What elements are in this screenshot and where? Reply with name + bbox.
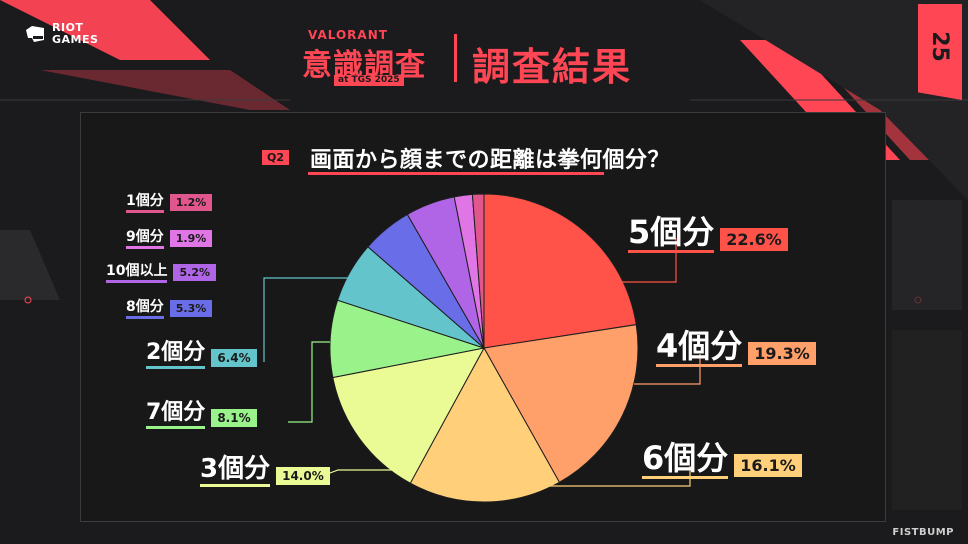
pie-slice-3 — [409, 346, 561, 503]
slice-value-4: 14.0% — [276, 467, 330, 485]
slice-label-4: 3個分 14.0% — [200, 454, 330, 487]
slice-label-9: 9個分 1.9% — [126, 228, 213, 249]
logo-line2: GAMES — [52, 33, 99, 46]
leader-line-3 — [528, 466, 691, 487]
result-title: 調査結果 — [472, 45, 633, 89]
slice-name-1: 5個分 — [628, 213, 715, 253]
slice-label-8: 10個以上 5.2% — [106, 262, 216, 283]
question-tag: Q2 — [262, 150, 290, 165]
slice-label-3: 6個分 16.1% — [642, 440, 802, 479]
pie-slice-10 — [471, 193, 485, 349]
slice-value-9: 1.9% — [169, 230, 213, 247]
leader-line-6 — [263, 277, 348, 362]
logo-line1: RIOT — [52, 21, 84, 34]
event-title-sub: at TGS 2025 — [334, 75, 404, 86]
riot-games-logo: RIOT GAMES — [24, 22, 98, 46]
slice-name-3: 6個分 — [642, 439, 729, 479]
slice-name-10: 1個分 — [126, 192, 164, 213]
slice-name-9: 9個分 — [126, 228, 164, 249]
slice-label-1: 5個分 22.6% — [628, 214, 788, 253]
fistbump-brand: FISTBUMP — [892, 527, 954, 538]
slice-value-3: 16.1% — [734, 454, 802, 477]
slice-value-6: 6.4% — [211, 349, 257, 367]
question-text: 画面から顔までの距離は拳何個分？ — [310, 148, 671, 173]
event-title-small: VALORANT — [308, 28, 388, 42]
pie-slice-1 — [483, 193, 637, 349]
title-divider — [454, 34, 457, 82]
slice-label-2: 4個分 19.3% — [656, 328, 816, 367]
slice-value-5: 8.1% — [211, 409, 257, 427]
leader-line-5 — [288, 341, 330, 423]
header-title: VALORANT 意識調査 at TGS 2025 調査結果 — [302, 28, 682, 89]
slice-value-1: 22.6% — [720, 228, 788, 251]
pie-slice-2 — [483, 324, 639, 483]
corner-badge: 25 — [918, 4, 962, 100]
slice-label-7: 8個分 5.3% — [126, 298, 213, 319]
slice-label-5: 7個分 8.1% — [146, 400, 257, 429]
slice-name-2: 4個分 — [656, 327, 743, 367]
slice-name-4: 3個分 — [200, 454, 271, 487]
riot-fist-icon — [26, 26, 44, 42]
slice-name-7: 8個分 — [126, 298, 164, 319]
slice-name-6: 2個分 — [146, 340, 206, 369]
slice-label-10: 1個分 1.2% — [126, 192, 213, 213]
slice-label-6: 2個分 6.4% — [146, 340, 257, 369]
slice-value-7: 5.3% — [169, 300, 213, 317]
question-underline — [308, 172, 604, 175]
slice-value-10: 1.2% — [169, 194, 213, 211]
pie-slice-4 — [332, 347, 485, 484]
slice-value-2: 19.3% — [748, 342, 816, 365]
slice-value-8: 5.2% — [173, 264, 216, 281]
slice-name-5: 7個分 — [146, 400, 206, 429]
slice-name-8: 10個以上 — [106, 262, 168, 283]
